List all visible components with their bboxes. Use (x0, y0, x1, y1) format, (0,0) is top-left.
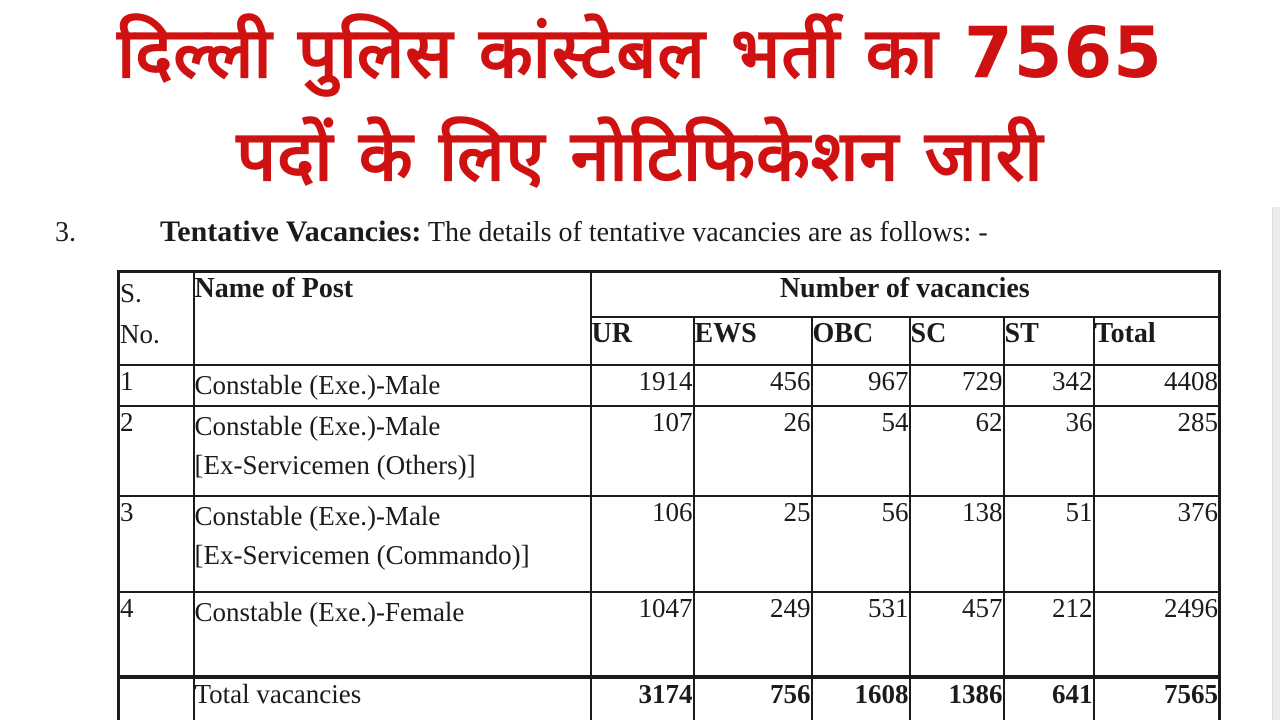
row-value-ur: 107 (589, 404, 695, 497)
row-value-ews: 25 (692, 494, 813, 593)
row-sno: 3 (117, 494, 195, 593)
section-number: 3. (55, 217, 76, 248)
header-sno-line2: No. (120, 319, 160, 349)
row-value-ur: 1914 (589, 363, 695, 407)
header-row-group: S. No. Name of Post Number of vacancies (117, 270, 1221, 366)
row-value-st: 212 (1002, 590, 1095, 678)
headline-line-2: पदों के लिए नोटिफिकेशन जारी (236, 115, 1044, 197)
header-col-sc: SC (908, 315, 1005, 366)
row-value-st: 51 (1002, 494, 1095, 593)
row-value-ews: 26 (692, 404, 813, 497)
total-value-total: 7565 (1092, 674, 1221, 720)
section-subtitle: The details of tentative vacancies are a… (421, 217, 988, 248)
headline: दिल्ली पुलिस कांस्टेबल भर्ती का 7565 पदो… (0, 2, 1280, 208)
row-value-st: 36 (1002, 404, 1095, 497)
total-row: Total vacancies 3174 756 1608 1386 641 7… (117, 674, 1221, 720)
total-value-ews: 756 (692, 674, 813, 720)
section-title: Tentative Vacancies: (160, 215, 422, 248)
page-edge-artifact (1272, 207, 1280, 720)
total-value-st: 641 (1002, 674, 1095, 720)
header-name-of-post: Name of Post (192, 270, 592, 366)
header-sno-line1: S. (120, 278, 142, 308)
section-heading: 3. Tentative Vacancies: The details of te… (55, 215, 988, 249)
total-label: Total vacancies (192, 674, 592, 720)
row-value-ur: 106 (589, 494, 695, 593)
row-name: Constable (Exe.)-Male [Ex-Servicemen (Co… (192, 494, 592, 593)
header-col-ews: EWS (692, 315, 813, 366)
row-value-sc: 729 (908, 363, 1005, 407)
row-name-line2: [Ex-Servicemen (Others)] (194, 449, 476, 480)
headline-line-1: दिल्ली पुलिस कांस्टेबल भर्ती का 7565 (117, 12, 1163, 94)
row-name-line1: Constable (Exe.)-Female (194, 596, 465, 627)
row-name-line1: Constable (Exe.)-Male (194, 500, 441, 531)
header-sno: S. No. (117, 270, 195, 366)
row-value-sc: 138 (908, 494, 1005, 593)
row-name-line1: Constable (Exe.)-Male (194, 410, 441, 441)
vacancies-table: S. No. Name of Post Number of vacancies … (117, 270, 1222, 720)
row-value-ur: 1047 (589, 590, 695, 678)
row-value-obc: 531 (810, 590, 911, 678)
header-col-st: ST (1002, 315, 1095, 366)
row-value-obc: 967 (810, 363, 911, 407)
row-value-st: 342 (1002, 363, 1095, 407)
row-sno: 1 (117, 363, 195, 407)
row-value-sc: 62 (908, 404, 1005, 497)
total-value-obc: 1608 (810, 674, 911, 720)
row-value-obc: 56 (810, 494, 911, 593)
table-row: 1 Constable (Exe.)-Male 1914 456 967 729… (117, 363, 1221, 407)
header-col-ur: UR (589, 315, 695, 366)
row-name: Constable (Exe.)-Male (192, 363, 592, 407)
row-name-line1: Constable (Exe.)-Male (194, 369, 441, 400)
table-row: 4 Constable (Exe.)-Female 1047 249 531 4… (117, 590, 1221, 678)
row-value-obc: 54 (810, 404, 911, 497)
row-value-total: 2496 (1092, 590, 1221, 678)
header-row-categories: UR EWS OBC SC ST Total (119, 315, 1221, 366)
row-value-total: 4408 (1092, 363, 1221, 407)
row-name: Constable (Exe.)-Female (192, 590, 592, 678)
header-col-obc: OBC (810, 315, 911, 366)
header-number-of-vacancies: Number of vacancies (589, 270, 1221, 318)
row-name: Constable (Exe.)-Male [Ex-Servicemen (Ot… (192, 404, 592, 497)
table-row: 3 Constable (Exe.)-Male [Ex-Servicemen (… (117, 494, 1221, 593)
total-sno-empty (117, 674, 195, 720)
header-col-total: Total (1092, 315, 1221, 366)
row-value-total: 285 (1092, 404, 1221, 497)
total-value-sc: 1386 (908, 674, 1005, 720)
row-value-ews: 456 (692, 363, 813, 407)
row-value-total: 376 (1092, 494, 1221, 593)
table-row: 2 Constable (Exe.)-Male [Ex-Servicemen (… (117, 404, 1221, 497)
row-sno: 2 (117, 404, 195, 497)
total-value-ur: 3174 (589, 674, 695, 720)
row-value-sc: 457 (908, 590, 1005, 678)
row-sno: 4 (117, 590, 195, 678)
row-value-ews: 249 (692, 590, 813, 678)
row-name-line2: [Ex-Servicemen (Commando)] (194, 539, 530, 570)
